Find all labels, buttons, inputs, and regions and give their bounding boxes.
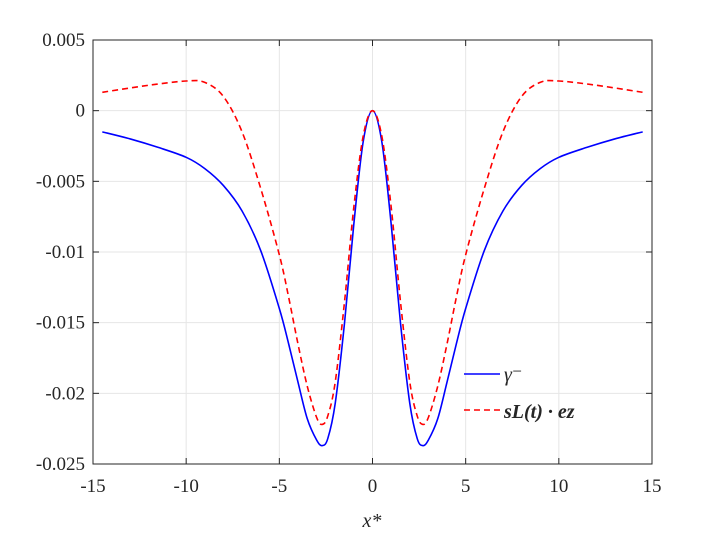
x-axis-label: x*: [362, 510, 382, 532]
y-tick-label: -0.025: [36, 454, 85, 475]
legend-label-gamma: γ⁻: [504, 364, 522, 386]
series-layer: [102, 79, 643, 447]
x-tick-label: 5: [461, 476, 471, 497]
legend-label-spin: sL(t) · ez: [503, 401, 575, 423]
x-tick-label: 10: [549, 476, 568, 497]
y-tick-label: -0.015: [36, 313, 85, 334]
y-tick-label: -0.02: [45, 383, 85, 404]
y-tick-label: -0.005: [36, 171, 85, 192]
x-tick-label: 15: [643, 476, 662, 497]
x-tick-label: -5: [271, 476, 287, 497]
x-tick-label: 0: [368, 476, 378, 497]
y-tick-label: -0.01: [45, 242, 85, 263]
y-tick-label: 0.005: [42, 30, 85, 51]
x-tick-label: -10: [174, 476, 199, 497]
y-tick-label: 0: [76, 101, 86, 122]
axis-ticks: -15 -10 -5 0 5 10 15 0.005 0 -0.005 -0.01 -0.015 -0.…: [36, 30, 662, 497]
series-line-spin: [102, 79, 643, 426]
legend: γ⁻ sL(t) · ez: [464, 364, 575, 423]
x-tick-label: -15: [80, 476, 105, 497]
